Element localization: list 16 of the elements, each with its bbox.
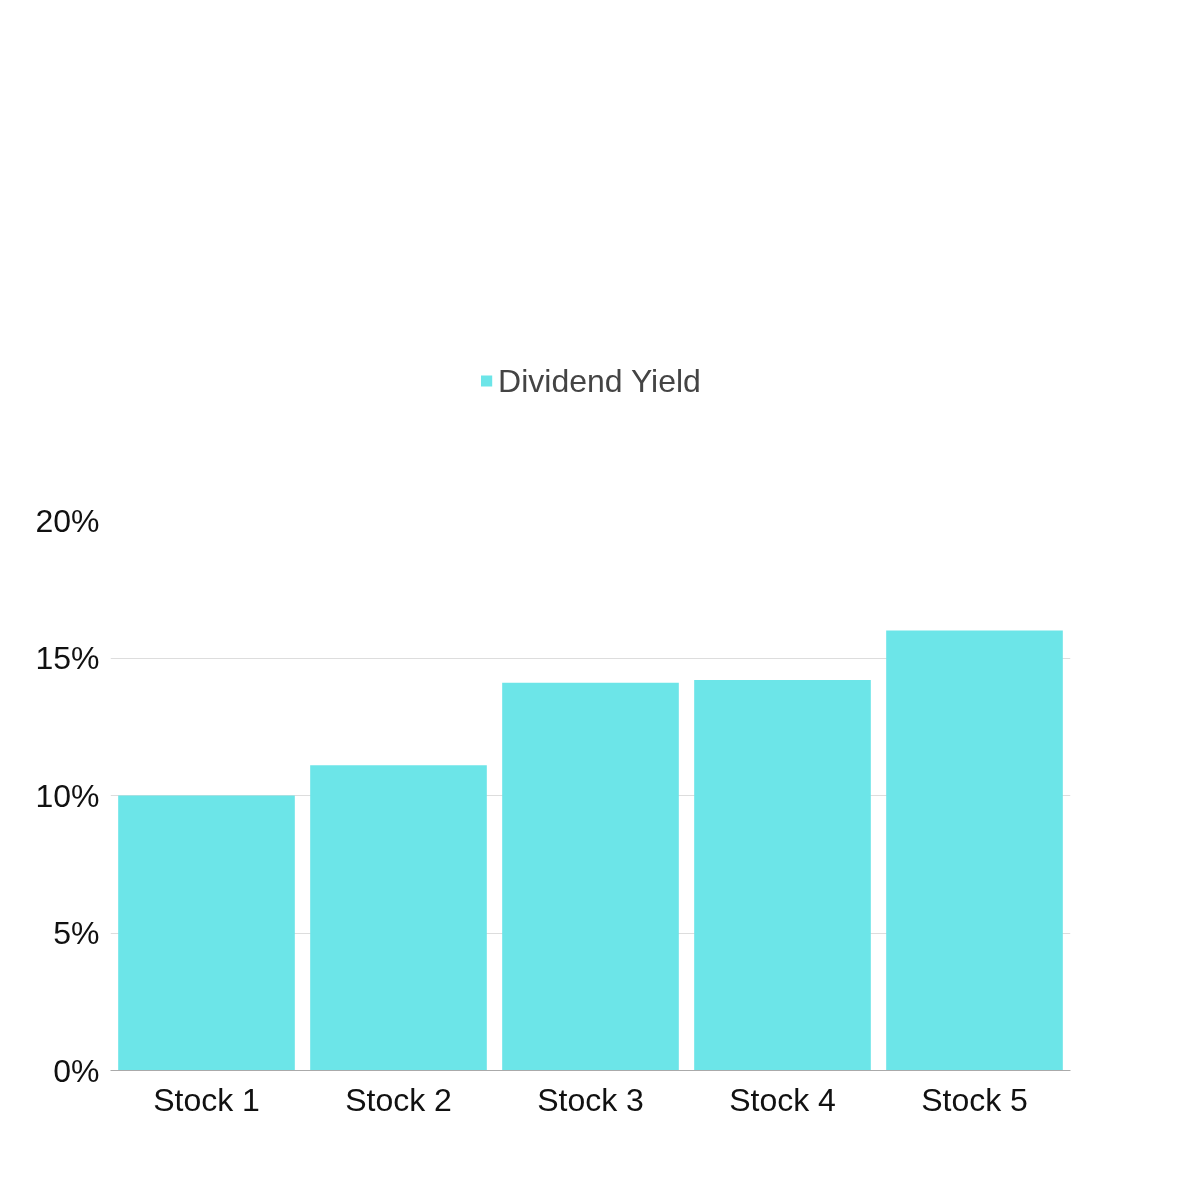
x-tick-label: Stock 1 <box>153 1081 260 1118</box>
y-tick-label: 15% <box>35 640 100 676</box>
bar <box>118 795 295 1071</box>
y-tick-label: 0% <box>53 1052 100 1089</box>
y-tick-label: 20% <box>35 502 100 539</box>
x-tick-label: Stock 5 <box>921 1081 1028 1118</box>
y-tick-label: 10% <box>35 777 100 814</box>
bar <box>886 630 1063 1071</box>
x-tick-label: Stock 3 <box>537 1081 644 1118</box>
x-tick-label: Stock 4 <box>729 1081 836 1118</box>
y-tick-label: 5% <box>53 915 100 951</box>
bar <box>694 680 871 1071</box>
bar <box>310 765 487 1071</box>
legend-label: Dividend Yield <box>498 362 701 400</box>
x-tick-label: Stock 2 <box>345 1081 452 1118</box>
bar <box>502 682 679 1071</box>
